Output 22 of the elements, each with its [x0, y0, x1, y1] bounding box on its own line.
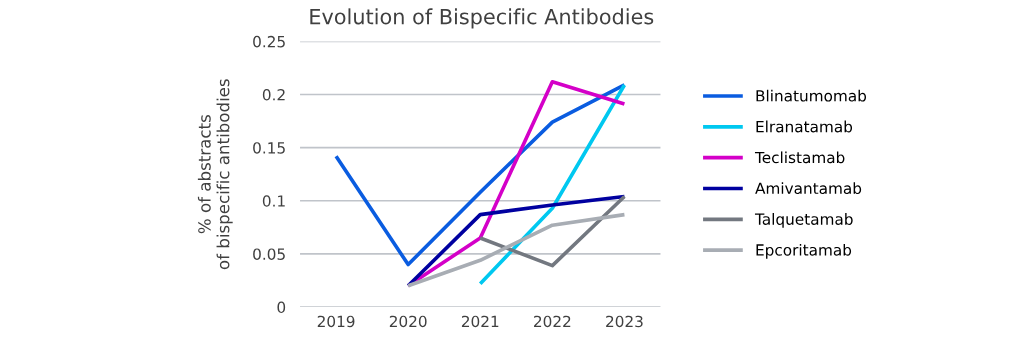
x-tick-label: 2021	[461, 315, 499, 328]
x-tick-label: 2020	[389, 315, 427, 328]
y-tick-label: 0	[277, 301, 286, 314]
x-tick-label: 2023	[606, 315, 643, 328]
y-axis-title: % of abstracts of bispecific antibodies	[197, 79, 233, 270]
legend-label: Teclistamab	[754, 151, 845, 164]
line-series	[406, 194, 627, 288]
y-tick-label: 0.2	[262, 89, 285, 101]
legend-label: Blinatumomab	[756, 89, 867, 102]
legend-label: Talquetamab	[754, 213, 853, 228]
line-series	[406, 212, 627, 288]
line-series	[334, 83, 627, 267]
chart-title: Evolution of Bispecific Antibodies	[310, 8, 654, 29]
x-tick-label: 2022	[534, 315, 571, 328]
y-tick-label: 0.25	[253, 35, 285, 48]
y-tick-label: 0.05	[253, 248, 285, 260]
y-tick-label: 0.1	[262, 195, 285, 207]
legend-label: Epcoritamab	[756, 243, 852, 259]
y-tick-label: 0.15	[253, 142, 285, 154]
legend-label: Amivantamab	[755, 182, 862, 195]
legend-label: Elranatamab	[756, 120, 853, 133]
x-tick-label: 2019	[317, 315, 355, 328]
